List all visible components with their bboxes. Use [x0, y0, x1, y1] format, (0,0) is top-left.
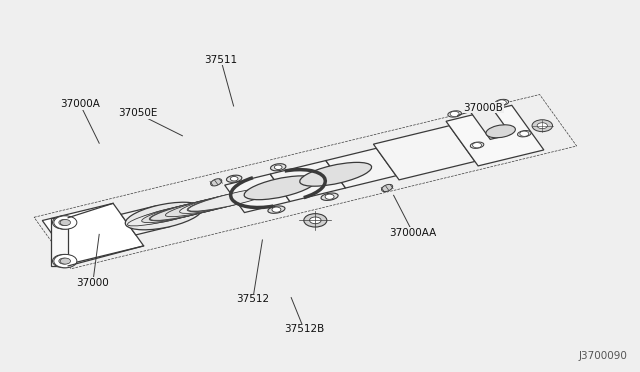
Ellipse shape	[127, 201, 220, 226]
Polygon shape	[51, 218, 68, 266]
Circle shape	[230, 176, 238, 181]
Circle shape	[472, 142, 481, 148]
Ellipse shape	[486, 125, 515, 138]
Text: 37000: 37000	[76, 278, 109, 288]
Polygon shape	[42, 203, 143, 263]
Text: J3700090: J3700090	[579, 351, 627, 361]
Ellipse shape	[244, 176, 316, 200]
Ellipse shape	[495, 99, 509, 106]
Ellipse shape	[125, 202, 202, 230]
Text: 37000B: 37000B	[463, 103, 503, 113]
Ellipse shape	[188, 186, 281, 211]
Polygon shape	[121, 206, 171, 235]
Polygon shape	[326, 148, 396, 188]
Polygon shape	[446, 105, 544, 166]
Text: 37050E: 37050E	[118, 109, 157, 118]
Ellipse shape	[137, 207, 195, 224]
Ellipse shape	[381, 185, 393, 192]
Text: 37512: 37512	[236, 295, 269, 304]
Polygon shape	[270, 161, 346, 202]
Circle shape	[54, 216, 77, 229]
Circle shape	[272, 207, 281, 212]
Ellipse shape	[165, 192, 258, 217]
Ellipse shape	[149, 199, 229, 221]
Ellipse shape	[518, 131, 531, 137]
Ellipse shape	[211, 179, 222, 186]
Circle shape	[520, 131, 529, 136]
Circle shape	[497, 100, 506, 105]
Ellipse shape	[321, 193, 338, 201]
Ellipse shape	[271, 164, 286, 171]
Polygon shape	[373, 126, 475, 180]
Ellipse shape	[470, 142, 484, 148]
Text: 37511: 37511	[204, 55, 237, 64]
Polygon shape	[225, 174, 290, 212]
Ellipse shape	[268, 206, 285, 213]
Circle shape	[60, 219, 70, 225]
Circle shape	[60, 258, 70, 264]
Text: 37000AA: 37000AA	[389, 228, 436, 237]
Circle shape	[275, 165, 282, 170]
Circle shape	[310, 217, 321, 224]
Circle shape	[325, 194, 334, 199]
Ellipse shape	[227, 175, 242, 182]
Circle shape	[52, 254, 76, 268]
Ellipse shape	[175, 198, 234, 215]
Circle shape	[59, 219, 69, 225]
Circle shape	[54, 254, 77, 268]
Ellipse shape	[141, 201, 221, 222]
Ellipse shape	[300, 162, 372, 186]
Circle shape	[59, 258, 69, 264]
Ellipse shape	[150, 196, 243, 220]
Circle shape	[532, 120, 552, 132]
Ellipse shape	[180, 192, 259, 214]
Text: 37000A: 37000A	[60, 99, 100, 109]
Circle shape	[304, 214, 327, 227]
Ellipse shape	[448, 111, 461, 117]
Ellipse shape	[187, 190, 267, 212]
Circle shape	[450, 111, 459, 116]
Circle shape	[52, 216, 76, 229]
Text: 37512B: 37512B	[284, 324, 324, 334]
Circle shape	[537, 123, 547, 129]
Polygon shape	[471, 108, 511, 140]
